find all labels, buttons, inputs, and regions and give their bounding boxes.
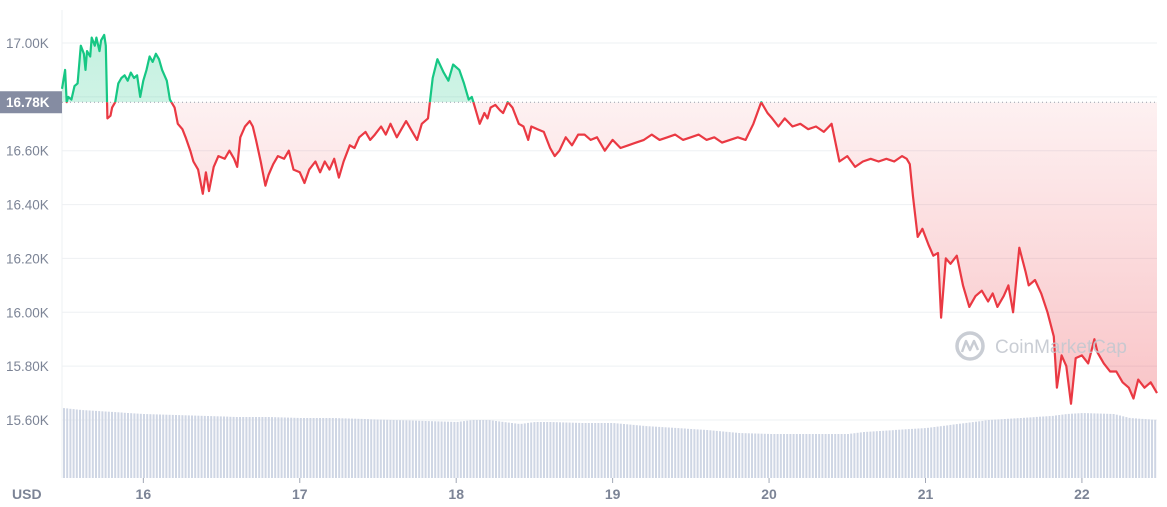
currency-label: USD — [12, 486, 42, 502]
area-fill — [62, 34, 1157, 404]
y-tick-label: 16.00K — [6, 305, 49, 320]
y-tick-label: 16.40K — [6, 198, 49, 213]
current-price-badge: 16.78K — [0, 91, 62, 114]
svg-text:16.78K: 16.78K — [6, 95, 50, 110]
x-tick-label: 17 — [292, 486, 308, 502]
price-line — [60, 33, 1158, 405]
x-axis-labels: 16 17 18 19 20 21 22 — [136, 478, 1090, 502]
y-tick-label: 16.20K — [6, 251, 49, 266]
x-tick-label: 16 — [136, 486, 152, 502]
y-tick-label: 15.60K — [6, 413, 49, 428]
y-tick-label: 15.80K — [6, 359, 49, 374]
grid-lines — [62, 42, 1157, 421]
x-tick-label: 22 — [1074, 486, 1090, 502]
volume-bars — [63, 408, 1157, 478]
x-tick-label: 21 — [918, 486, 934, 502]
coinmarketcap-logo-icon — [955, 331, 985, 361]
watermark: CoinMarketCap — [955, 331, 1127, 361]
svg-text:CoinMarketCap: CoinMarketCap — [995, 337, 1127, 358]
y-tick-label: 16.60K — [6, 144, 49, 159]
y-axis-labels: 17.00K 16.60K 16.40K 16.20K 16.00K 15.80K 15.6… — [6, 36, 49, 428]
x-tick-label: 19 — [605, 486, 621, 502]
y-tick-label: 17.00K — [6, 36, 49, 51]
x-tick-label: 18 — [448, 486, 464, 502]
x-tick-label: 20 — [761, 486, 777, 502]
